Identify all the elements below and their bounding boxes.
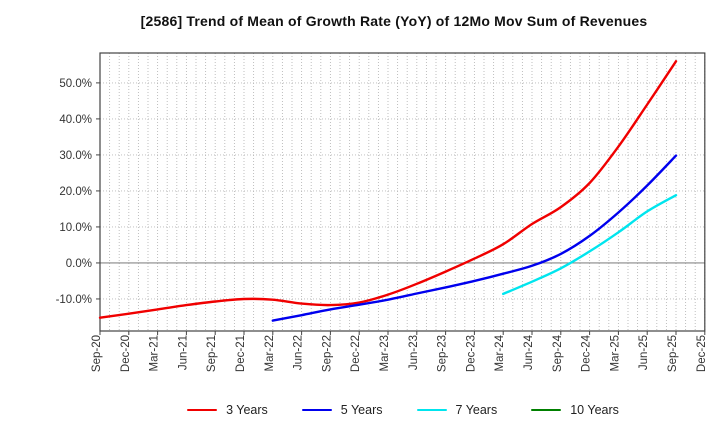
x-axis-tick-label: Mar-25 [609, 335, 621, 371]
y-axis-tick-label: 0.0% [66, 258, 92, 270]
legend-line-swatch [416, 408, 447, 412]
x-axis-tick-label: Jun-24 [523, 334, 535, 370]
legend-label: 7 Years [455, 403, 498, 417]
y-axis-tick-label: 30.0% [59, 150, 92, 162]
legend-item-10-years: 10 Years [531, 403, 619, 417]
legend-line-swatch [187, 408, 218, 412]
x-axis-tick-label: Dec-22 [350, 335, 362, 372]
x-axis-tick-label: Dec-24 [581, 334, 593, 372]
series-line-7-years [502, 194, 678, 296]
legend-label: 10 Years [570, 403, 619, 417]
x-axis-tick-label: Dec-23 [465, 335, 477, 372]
x-axis-tick-label: Jun-23 [408, 335, 420, 370]
series-line-5-years [271, 154, 678, 322]
x-axis-tick-label: Dec-25 [696, 335, 708, 372]
x-axis-tick-label: Sep-21 [206, 335, 218, 372]
y-axis-tick-label: -10.0% [56, 294, 92, 306]
chart-title: [2586] Trend of Mean of Growth Rate (YoY… [140, 13, 648, 29]
x-axis-tick-label: Jun-25 [638, 335, 650, 370]
x-axis-tick-label: Dec-20 [120, 335, 132, 372]
x-axis-tick-label: Mar-21 [149, 335, 161, 371]
legend-line-swatch [531, 408, 562, 412]
x-axis-tick-label: Sep-25 [667, 335, 679, 372]
x-axis-tick-label: Mar-23 [379, 335, 391, 371]
x-axis-tick-label: Sep-23 [437, 335, 449, 372]
y-axis-tick-label: 50.0% [59, 78, 92, 90]
x-axis-tick-label: Mar-22 [264, 335, 276, 371]
x-axis-tick-label: Dec-21 [235, 335, 247, 372]
legend-label: 3 Years [226, 403, 268, 417]
plot-border [99, 52, 706, 332]
legend-item-5-years: 5 Years [301, 403, 383, 417]
x-axis-tick-label: Sep-22 [321, 335, 333, 372]
x-axis-tick-label: Jun-22 [293, 335, 305, 370]
y-axis-tick-label: 40.0% [59, 114, 92, 126]
legend-item-3-years: 3 Years [187, 403, 268, 417]
legend-line-swatch [301, 408, 332, 412]
series-line-3-years [98, 60, 678, 319]
x-axis-tick-label: Mar-24 [494, 334, 506, 371]
legend-item-7-years: 7 Years [416, 403, 498, 417]
x-axis-tick-label: Jun-21 [177, 335, 189, 370]
legend: 3 Years 5 Years 7 Years 10 Years [100, 403, 706, 417]
legend-label: 5 Years [340, 403, 383, 417]
y-axis-tick-label: 20.0% [59, 186, 92, 198]
x-axis-tick-label: Sep-20 [91, 335, 103, 372]
x-axis-tick-label: Sep-24 [552, 334, 564, 372]
y-axis-tick-label: 10.0% [59, 222, 92, 234]
